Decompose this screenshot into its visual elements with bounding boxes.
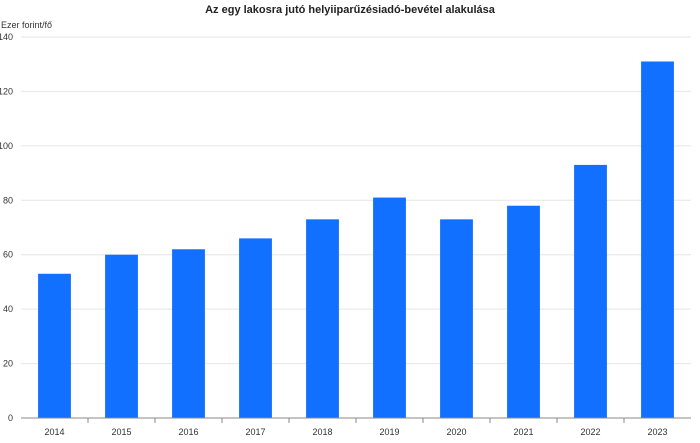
x-tick-label-2020: 2020: [446, 427, 466, 437]
bar-2022[interactable]: [574, 164, 607, 418]
bars: [38, 61, 674, 418]
y-axis-label: Ezer forint/fő: [1, 20, 52, 30]
bar-2020[interactable]: [440, 219, 473, 418]
x-tick-label-2019: 2019: [379, 427, 399, 437]
y-tick-label-140: 140: [0, 32, 13, 42]
bar-2015[interactable]: [105, 254, 138, 418]
x-tick-label-2016: 2016: [178, 427, 198, 437]
x-tick-label-2018: 2018: [312, 427, 332, 437]
bar-2023[interactable]: [641, 61, 674, 418]
y-tick-label-20: 20: [3, 359, 13, 369]
bar-2019[interactable]: [373, 197, 406, 418]
chart-title: Az egy lakosra jutó helyiiparűzésiadó-be…: [205, 4, 496, 16]
x-tick-labels: 2014 2015 2016 2017 2018 2019 2020 2021 2022 2023: [44, 418, 668, 437]
x-tick-label-2015: 2015: [111, 427, 131, 437]
y-tick-labels: 0 20 40 60 80 100 120 140: [0, 32, 13, 423]
y-tick-label-0: 0: [8, 413, 13, 423]
x-tick-label-2021: 2021: [513, 427, 533, 437]
bar-2016[interactable]: [172, 249, 205, 418]
y-tick-label-120: 120: [0, 86, 13, 96]
bar-2017[interactable]: [239, 238, 272, 418]
x-tick-label-2014: 2014: [44, 427, 64, 437]
bar-2021[interactable]: [507, 205, 540, 418]
y-tick-label-100: 100: [0, 141, 13, 151]
y-tick-label-40: 40: [3, 304, 13, 314]
bar-2018[interactable]: [306, 219, 339, 418]
bar-2014[interactable]: [38, 273, 71, 418]
y-tick-label-60: 60: [3, 250, 13, 260]
x-tick-label-2023: 2023: [647, 427, 667, 437]
y-tick-label-80: 80: [3, 195, 13, 205]
x-tick-label-2017: 2017: [245, 427, 265, 437]
x-tick-label-2022: 2022: [580, 427, 600, 437]
